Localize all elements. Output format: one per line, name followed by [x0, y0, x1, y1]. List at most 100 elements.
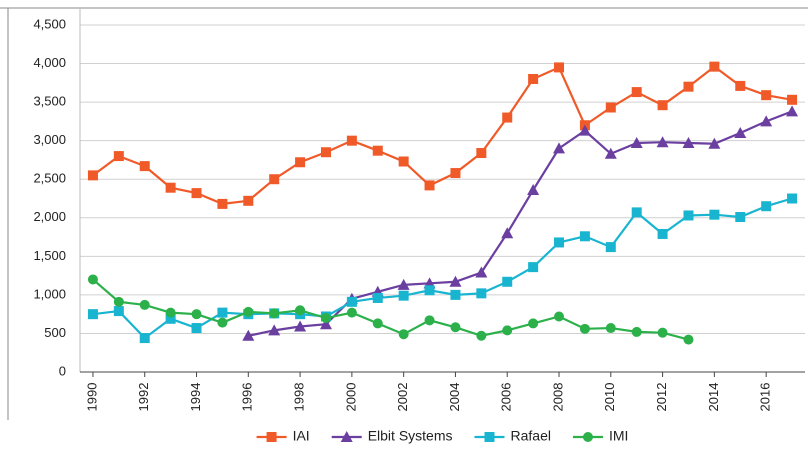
- y-tick-label: 4,500: [33, 16, 66, 31]
- legend: IAI Elbit Systems Rafael IMI: [256, 428, 628, 444]
- marker: [476, 330, 487, 341]
- marker: [87, 274, 98, 285]
- marker: [787, 94, 798, 105]
- marker: [709, 61, 720, 72]
- marker: [709, 209, 720, 220]
- marker: [398, 290, 409, 301]
- marker: [484, 432, 495, 442]
- legend-label: IAI: [293, 428, 310, 444]
- marker: [683, 334, 694, 345]
- marker: [372, 292, 383, 303]
- marker: [320, 313, 331, 324]
- marker: [139, 161, 150, 172]
- marker: [527, 184, 540, 196]
- marker: [631, 326, 642, 337]
- legend-item: IMI: [572, 428, 628, 444]
- marker: [554, 311, 565, 322]
- marker: [398, 156, 409, 167]
- x-tick-label: 1992: [136, 383, 151, 412]
- marker: [604, 147, 617, 159]
- marker: [268, 324, 281, 336]
- marker: [528, 262, 539, 273]
- marker: [191, 309, 202, 320]
- marker: [760, 115, 773, 127]
- marker: [582, 432, 593, 442]
- x-tick-label: 2000: [343, 383, 358, 412]
- y-tick-label: 3,500: [33, 94, 66, 109]
- marker: [605, 242, 616, 253]
- marker: [605, 323, 616, 334]
- marker: [113, 151, 124, 162]
- marker: [346, 296, 357, 307]
- x-tick-label: 2002: [395, 383, 410, 412]
- marker: [631, 87, 642, 98]
- marker: [87, 170, 98, 181]
- marker: [320, 147, 331, 158]
- marker: [87, 309, 98, 320]
- marker: [424, 180, 435, 191]
- y-tick-label: 4,000: [33, 55, 66, 70]
- marker: [242, 329, 255, 341]
- marker: [787, 193, 798, 204]
- marker: [319, 318, 332, 330]
- marker: [424, 285, 435, 296]
- x-tick-label: 1996: [240, 383, 255, 412]
- y-tick-label: 3,000: [33, 132, 66, 147]
- marker: [786, 105, 799, 117]
- marker: [501, 227, 514, 239]
- marker: [295, 305, 306, 316]
- marker: [113, 296, 124, 307]
- marker: [502, 325, 513, 336]
- y-tick-label: 1,000: [33, 286, 66, 301]
- marker: [450, 168, 461, 179]
- marker: [528, 73, 539, 84]
- marker: [450, 289, 461, 300]
- marker: [657, 327, 668, 338]
- marker: [761, 90, 772, 101]
- marker: [372, 318, 383, 329]
- marker: [294, 320, 307, 332]
- marker: [269, 174, 280, 185]
- x-tick-label: 1990: [84, 383, 99, 412]
- marker: [113, 306, 124, 317]
- marker: [605, 102, 616, 113]
- marker: [449, 275, 462, 287]
- marker: [735, 80, 746, 91]
- marker: [528, 318, 539, 329]
- marker: [578, 124, 591, 136]
- marker: [735, 212, 746, 223]
- marker: [502, 276, 513, 287]
- x-tick-label: 2008: [550, 383, 565, 412]
- marker: [191, 323, 202, 334]
- marker: [476, 288, 487, 299]
- marker: [682, 136, 695, 148]
- marker: [217, 307, 228, 318]
- x-tick-label: 2014: [706, 383, 721, 412]
- marker: [397, 278, 410, 290]
- marker: [708, 137, 721, 149]
- marker: [475, 266, 488, 278]
- marker: [734, 126, 747, 138]
- marker: [579, 231, 590, 242]
- y-tick-label: 1,500: [33, 248, 66, 263]
- marker: [295, 157, 306, 168]
- marker: [683, 81, 694, 92]
- marker: [243, 195, 254, 206]
- x-tick-label: 1998: [292, 383, 307, 412]
- legend-label: IMI: [609, 428, 628, 444]
- x-tick-label: 2010: [602, 383, 617, 412]
- y-tick-label: 2,500: [33, 171, 66, 186]
- marker: [630, 136, 643, 148]
- marker: [476, 148, 487, 159]
- marker: [217, 317, 228, 328]
- marker: [346, 135, 357, 146]
- marker: [266, 432, 277, 442]
- legend-label: Elbit Systems: [368, 428, 453, 444]
- marker: [553, 142, 566, 154]
- x-tick-label: 2006: [499, 383, 514, 412]
- marker: [761, 201, 772, 212]
- marker: [657, 228, 668, 239]
- marker: [631, 207, 642, 218]
- marker: [139, 299, 150, 310]
